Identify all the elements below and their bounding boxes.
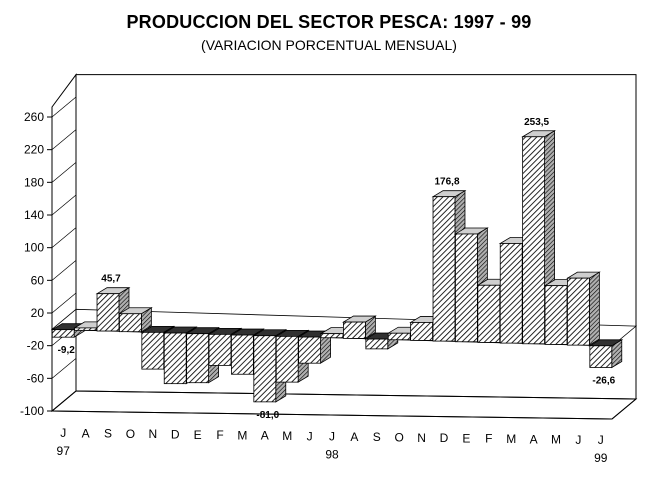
y-tick-label: -20 <box>27 339 45 353</box>
bar-side <box>588 271 600 346</box>
x-tick-label: E <box>462 431 470 445</box>
x-tick-label: N <box>417 431 426 445</box>
x-tick-label: D <box>171 428 180 442</box>
bar-front <box>567 277 590 346</box>
bar <box>117 307 153 333</box>
x-tick-label: M <box>506 432 516 446</box>
bar-front <box>365 338 389 350</box>
bar-front <box>432 196 456 342</box>
bar <box>565 271 601 346</box>
x-axis <box>51 410 613 420</box>
x-tick-label: J <box>307 429 313 443</box>
bars-group <box>50 130 624 403</box>
bar-front <box>477 284 501 343</box>
data-label: 253,5 <box>524 117 549 128</box>
data-label: 45,7 <box>101 274 121 285</box>
y-tick-label: 20 <box>31 306 45 320</box>
bar-front <box>343 321 366 339</box>
x-tick-label: J <box>598 433 604 447</box>
chart-title: PRODUCCION DEL SECTOR PESCA: 1997 - 99 <box>126 12 532 32</box>
x-tick-label: J <box>575 433 581 447</box>
data-label: 176,8 <box>434 177 459 188</box>
bar <box>588 339 624 369</box>
bar-front <box>96 293 120 332</box>
y-tick-label: 100 <box>24 241 44 255</box>
bar-front <box>253 335 277 403</box>
y-tick-depth <box>51 129 77 150</box>
bar-front <box>231 334 254 375</box>
bar-front <box>544 285 568 345</box>
x-tick-label: J <box>329 430 335 444</box>
y-tick-depth <box>51 390 77 412</box>
x-tick-label: S <box>104 427 112 441</box>
x-tick-label: A <box>350 430 358 444</box>
bar-front <box>298 336 321 364</box>
year-label: 97 <box>57 444 71 458</box>
x-tick-label: A <box>530 432 538 446</box>
bar-front <box>320 333 344 339</box>
bar-front <box>455 233 478 343</box>
y-tick-label: 220 <box>24 143 44 157</box>
data-label: -81,0 <box>256 410 279 421</box>
y-tick-depth <box>51 292 77 314</box>
x-tick-label: A <box>82 426 90 440</box>
y-tick-label: 180 <box>24 175 44 189</box>
x-tick-label: S <box>373 430 381 444</box>
year-label: 98 <box>325 448 339 462</box>
y-tick-label: -60 <box>27 371 45 385</box>
y-tick-depth <box>51 96 77 118</box>
chart-subtitle: (VARIACION PORCENTUAL MENSUAL) <box>201 37 457 53</box>
bar-front <box>499 243 523 344</box>
y-tick-depth <box>51 162 77 183</box>
x-tick-label: J <box>60 426 66 440</box>
bar-front <box>163 332 187 385</box>
y-tick-label: 260 <box>24 110 44 124</box>
bar-front <box>208 333 232 366</box>
bar-front <box>522 136 545 345</box>
x-tick-label: O <box>126 427 135 441</box>
bar-front <box>74 327 97 331</box>
bar-front <box>387 332 411 341</box>
x-tick-label: M <box>282 429 292 443</box>
x-tick-label: D <box>440 431 449 445</box>
bar-front <box>141 331 165 370</box>
data-label: -9,2 <box>58 345 76 356</box>
x-tick-label: N <box>148 427 157 441</box>
bar-front <box>119 313 142 333</box>
x-tick-label: F <box>216 428 223 442</box>
floor-edge <box>611 398 637 420</box>
bar-front <box>51 329 75 338</box>
data-label: -26,6 <box>592 376 615 387</box>
side-wall <box>51 73 77 413</box>
y-tick-label: -100 <box>20 404 44 418</box>
year-label: 99 <box>594 451 608 465</box>
bar-front <box>589 345 613 368</box>
x-tick-label: A <box>261 429 269 443</box>
x-tick-label: O <box>395 431 404 445</box>
bar <box>341 315 377 340</box>
y-tick-label: 140 <box>24 208 44 222</box>
bar-front <box>275 335 299 383</box>
x-tick-label: M <box>551 433 561 447</box>
y-tick-depth <box>51 260 77 281</box>
y-tick-depth <box>51 358 77 379</box>
x-tick-label: M <box>237 428 247 442</box>
x-tick-label: F <box>485 432 492 446</box>
x-tick-label: E <box>194 428 202 442</box>
y-tick-depth <box>51 194 77 216</box>
bar-front <box>410 322 433 341</box>
y-tick-depth <box>51 227 77 248</box>
y-tick-label: 60 <box>31 273 45 287</box>
bar-front <box>186 333 209 384</box>
